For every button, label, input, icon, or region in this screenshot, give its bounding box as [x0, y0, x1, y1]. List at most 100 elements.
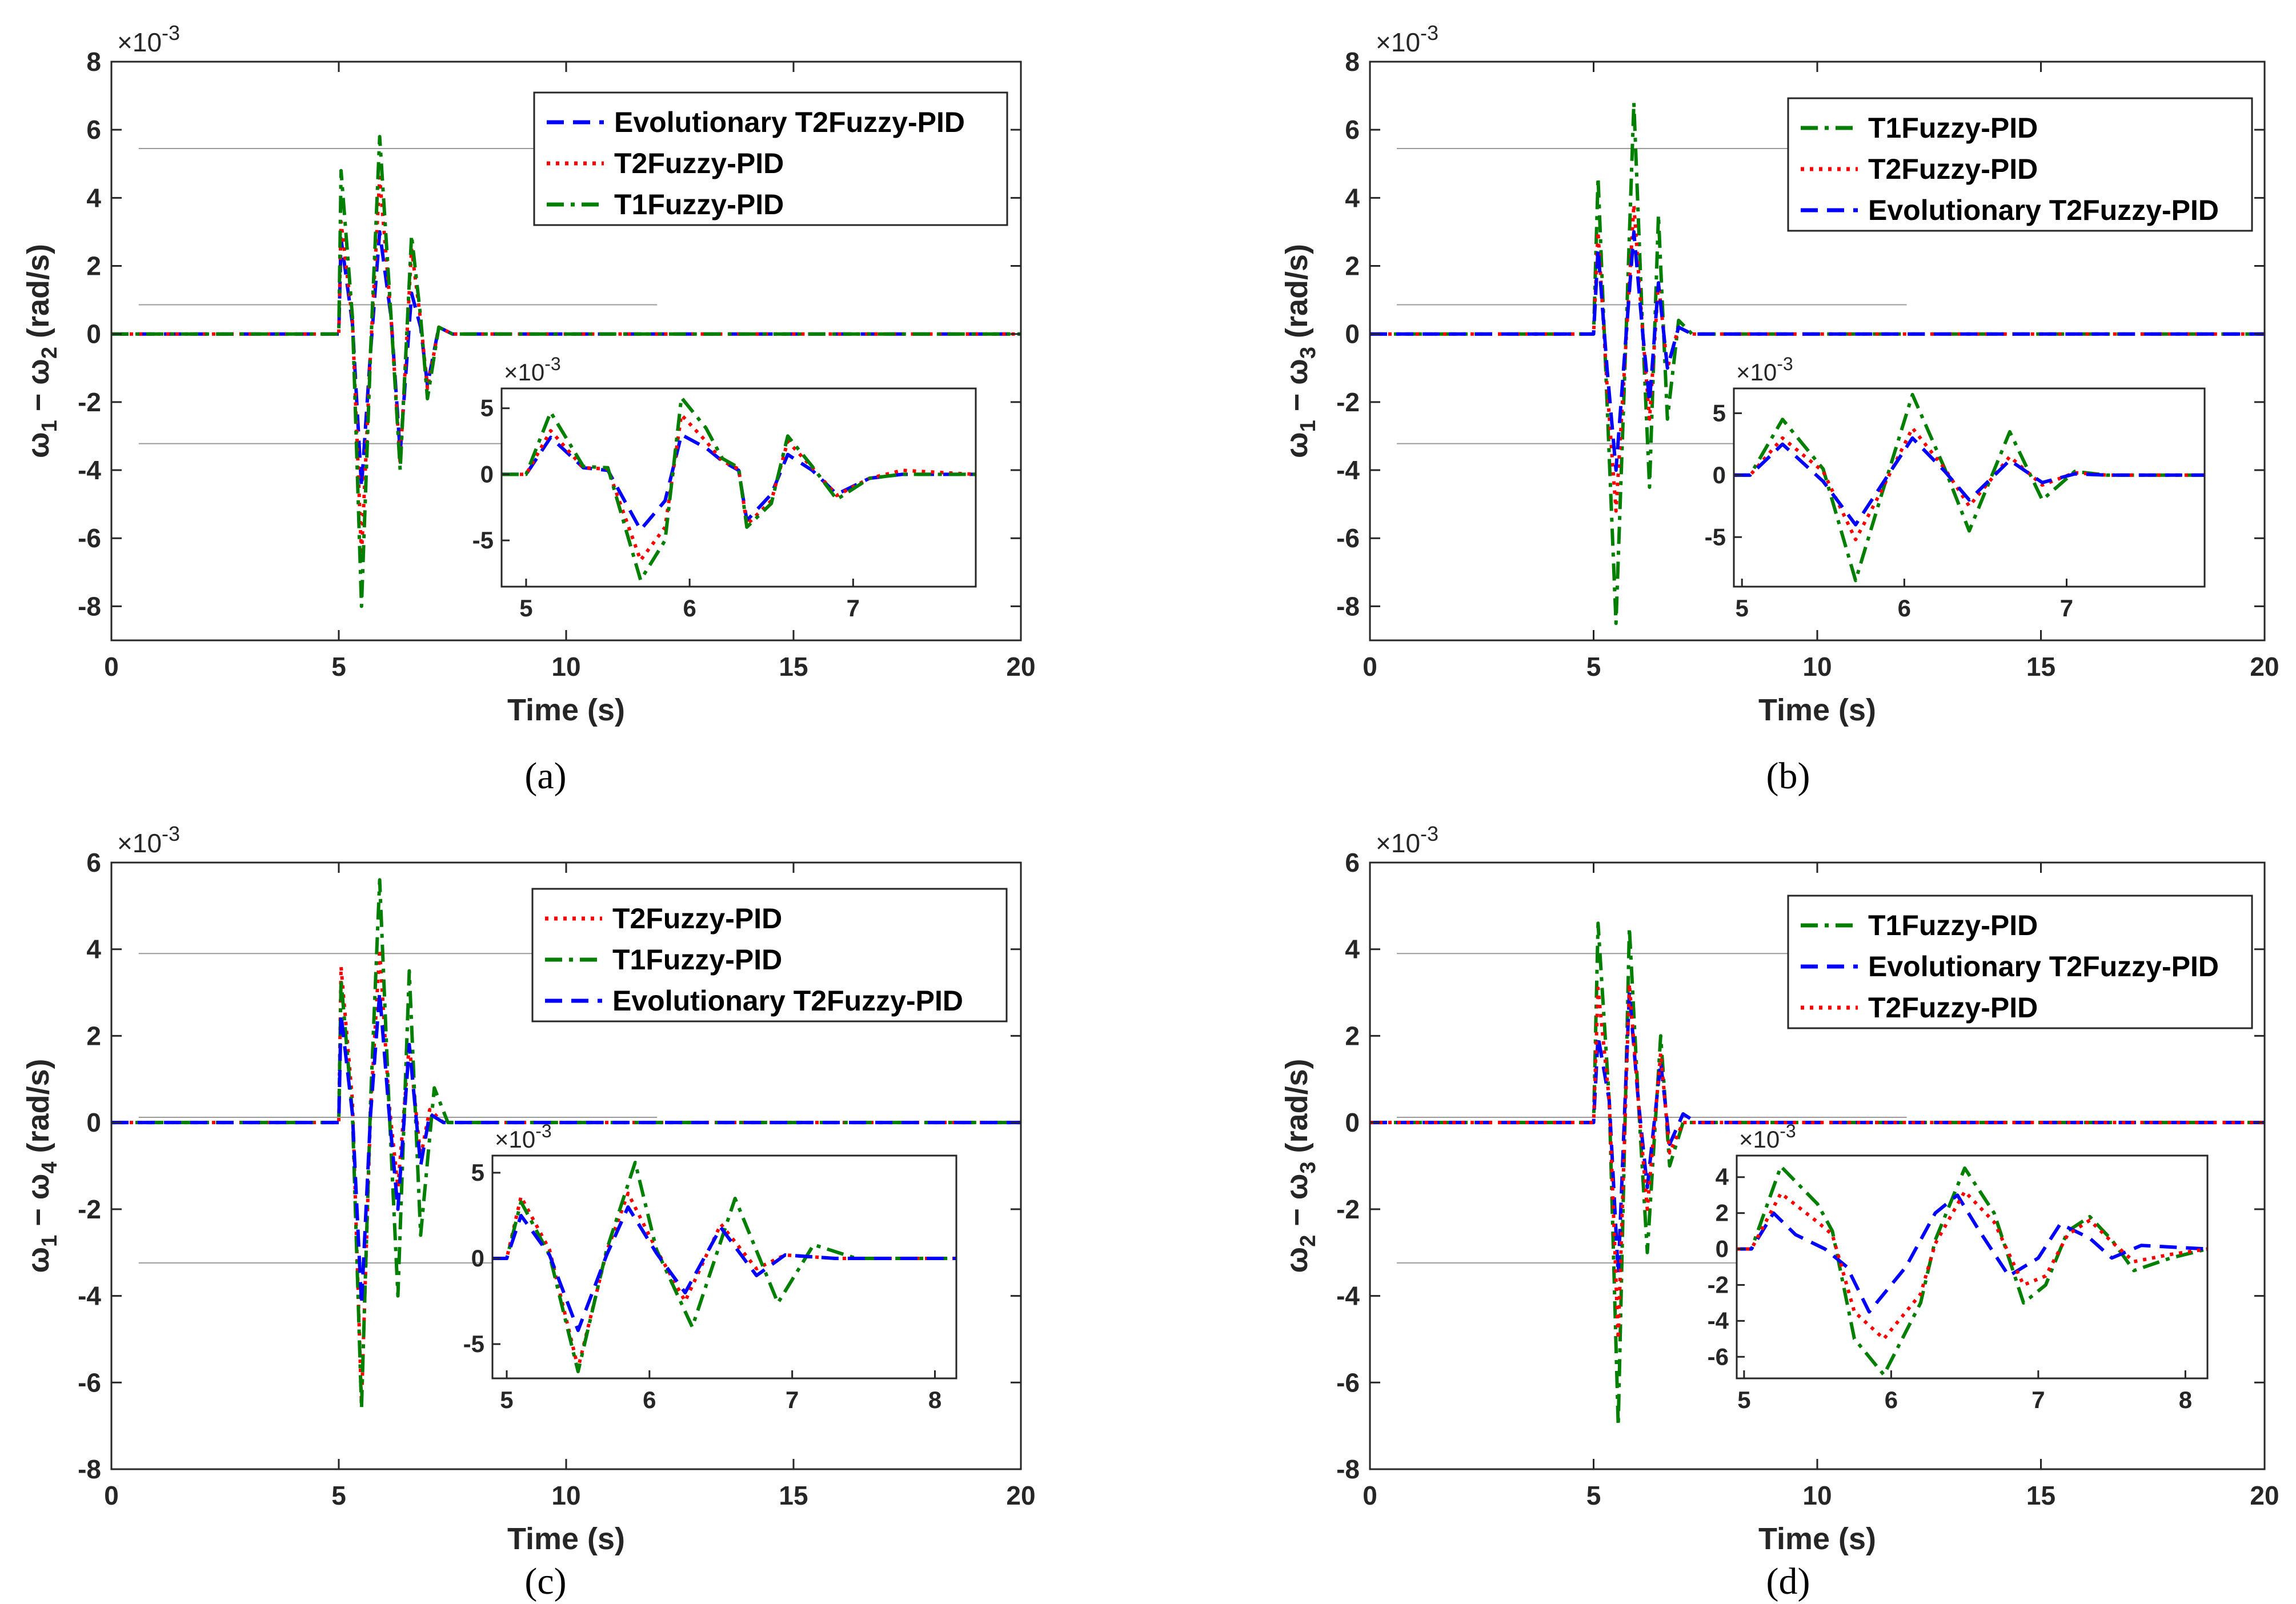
panel-d-x-axis-label: Time (s)	[1758, 1522, 1876, 1556]
panel-b-inset-box	[1733, 387, 2206, 588]
legend-label: Evolutionary T2Fuzzy-PID	[1868, 194, 2219, 226]
panel-c-series-group	[111, 878, 1021, 1410]
legend-label: T2Fuzzy-PID	[1868, 992, 2038, 1024]
inset-x-tick-label: 5	[1736, 595, 1749, 621]
x-tick-label: 0	[1363, 652, 1377, 681]
panel-d-inset-exponent-label: ×10-3	[1739, 1121, 1796, 1153]
inset-y-tick-label: 5	[471, 1159, 484, 1186]
panel-d-series-t1	[1370, 921, 2265, 1428]
y-tick-label: 6	[1345, 848, 1360, 877]
y-tick-label: 4	[86, 183, 101, 212]
panel-c-inset-frame	[491, 1154, 957, 1380]
inset-y-tick-label: -5	[1705, 523, 1726, 550]
legend-label: Evolutionary T2Fuzzy-PID	[614, 106, 965, 138]
y-tick-label: -6	[1336, 1368, 1360, 1397]
panel-a-inset: 5 6 7 5 0 -5 ×10-3	[472, 354, 977, 621]
x-tick-label: 20	[1006, 652, 1035, 681]
y-tick-label: -8	[78, 591, 101, 621]
inset-x-tick-label: 7	[847, 595, 860, 621]
panel-d-subfigure-label: (d)	[1766, 1561, 1810, 1602]
legend-label: Evolutionary T2Fuzzy-PID	[1868, 951, 2219, 983]
panel-c-legend-box	[531, 888, 1008, 1022]
panel-d-inset-frame	[1736, 1154, 2209, 1380]
legend-label: T2Fuzzy-PID	[612, 903, 782, 935]
x-tick-label: 5	[1586, 1481, 1601, 1510]
y-tick-label: 2	[86, 251, 101, 281]
y-tick-label: -4	[78, 1281, 101, 1311]
legend-label: T1Fuzzy-PID	[612, 944, 782, 976]
inset-y-tick-label: 5	[1713, 399, 1726, 426]
panel-c-inset: 5 6 7 8 5 0 -5 ×10-3	[463, 1121, 957, 1413]
panel-c-inset-exponent-label: ×10-3	[495, 1121, 552, 1153]
x-tick-label: 20	[2250, 1481, 2279, 1510]
x-tick-label: 0	[1363, 1481, 1377, 1510]
inset-x-tick-label: 6	[683, 595, 696, 621]
x-tick-label: 20	[1006, 1481, 1035, 1510]
inset-x-tick-label: 5	[1737, 1386, 1750, 1413]
x-tick-label: 15	[2026, 652, 2055, 681]
y-tick-label: 4	[86, 935, 101, 964]
panel-c-inset-series-evolutionary	[492, 1205, 956, 1332]
inset-y-tick-label: 0	[471, 1245, 484, 1272]
panel-d-series-group	[1370, 921, 2265, 1428]
y-tick-label: 6	[86, 848, 101, 877]
panel-a-x-axis-label: Time (s)	[507, 693, 625, 727]
legend-label: Evolutionary T2Fuzzy-PID	[612, 985, 963, 1017]
panel-c-exponent-label: ×10-3	[117, 822, 180, 858]
panel-d-y-axis-label: ω2 − ω3 (rad/s)	[1280, 1058, 1320, 1273]
x-tick-label: 15	[2026, 1481, 2055, 1510]
inset-y-tick-label: 0	[1716, 1236, 1729, 1262]
inset-y-tick-label: 0	[1713, 462, 1726, 488]
panel-b-inset-series-t1	[1734, 392, 2205, 583]
y-tick-label: -2	[1336, 387, 1360, 417]
panel-b-inset-frame	[1733, 387, 2206, 588]
panel-b-inset-series-evolutionary	[1734, 436, 2205, 527]
y-tick-label: -8	[1336, 591, 1360, 621]
panel-a-inset-frame	[500, 387, 977, 588]
y-tick-label: 4	[1345, 183, 1360, 212]
x-tick-label: 10	[1802, 652, 1832, 681]
panel-b-series-group	[1370, 101, 2265, 625]
legend-label: T1Fuzzy-PID	[614, 189, 784, 220]
y-tick-label: 6	[1345, 115, 1360, 145]
panel-d-inset-series-group	[1737, 1164, 2207, 1377]
inset-y-tick-label: 0	[480, 460, 494, 487]
inset-x-tick-label: 6	[1898, 595, 1911, 621]
panel-d-series-evolutionary	[1370, 991, 2265, 1276]
panel-a-inset-exponent-label: ×10-3	[504, 354, 561, 386]
x-tick-label: 5	[331, 1481, 346, 1510]
inset-x-tick-label: 5	[519, 595, 532, 621]
inset-y-tick-label: 4	[1716, 1164, 1729, 1190]
panel-c-x-axis-label: Time (s)	[507, 1522, 625, 1556]
inset-y-tick-label: -5	[472, 527, 494, 554]
legend-label: T1Fuzzy-PID	[1868, 112, 2038, 144]
panel-d-inset-series-t1	[1737, 1164, 2207, 1377]
y-tick-label: -4	[1336, 1281, 1360, 1311]
y-tick-label: 2	[1345, 1021, 1360, 1050]
y-tick-label: -2	[78, 1194, 101, 1224]
panel-b-series-evolutionary	[1370, 230, 2265, 472]
panel-d-exponent-label: ×10-3	[1376, 822, 1438, 858]
inset-x-tick-label: 5	[500, 1386, 513, 1413]
x-tick-label: 0	[104, 1481, 119, 1510]
y-tick-label: -6	[1336, 523, 1360, 553]
inset-y-tick-label: -4	[1708, 1307, 1729, 1334]
panel-a-inset-series-t2	[502, 413, 976, 562]
panel-a-inset-box	[500, 387, 977, 588]
x-tick-label: 10	[551, 1481, 580, 1510]
panel-a-series-group	[111, 135, 1021, 608]
y-tick-label: -6	[78, 1368, 101, 1397]
y-tick-label: -2	[1336, 1194, 1360, 1224]
y-tick-label: 4	[1345, 935, 1360, 964]
y-tick-label: 8	[1345, 47, 1360, 77]
inset-y-tick-label: 5	[480, 395, 494, 422]
inset-x-tick-label: 6	[1885, 1386, 1898, 1413]
legend-label: T2Fuzzy-PID	[614, 147, 784, 179]
y-tick-label: -8	[1336, 1454, 1360, 1484]
panel-b-exponent-label: ×10-3	[1376, 21, 1438, 57]
panel-c-inset-series-group	[492, 1161, 956, 1373]
y-tick-label: 2	[86, 1021, 101, 1050]
